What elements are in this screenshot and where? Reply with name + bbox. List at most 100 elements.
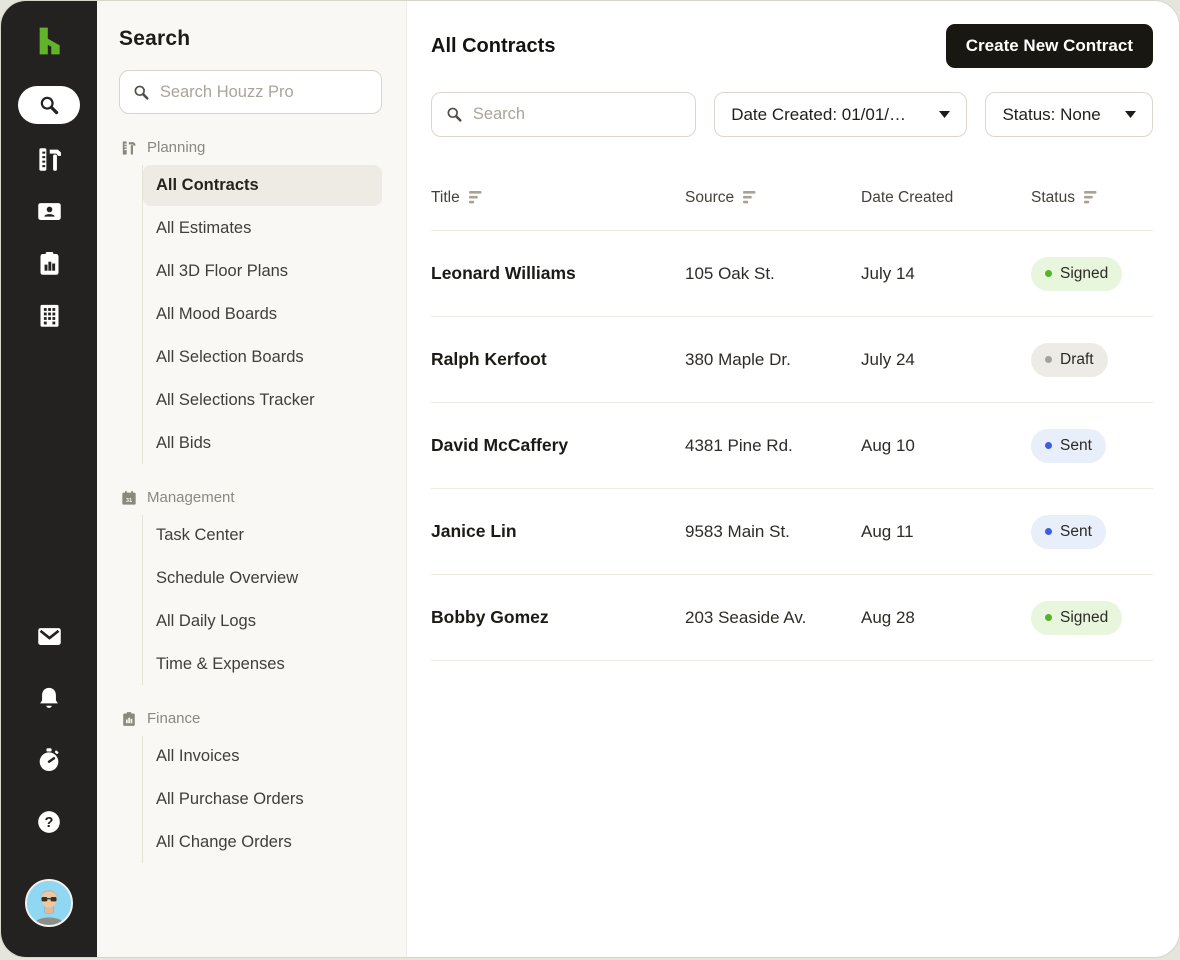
sidebar-search-box[interactable] <box>119 70 382 114</box>
app-window: ? Search <box>0 0 1180 958</box>
sidebar-item-all-3d-floor-plans[interactable]: All 3D Floor Plans <box>143 251 382 292</box>
sidebar-item-all-mood-boards[interactable]: All Mood Boards <box>143 294 382 335</box>
contract-date-created: July 14 <box>861 264 1031 284</box>
contract-source: 9583 Main St. <box>685 522 861 542</box>
column-label: Source <box>685 189 734 207</box>
contract-title: Leonard Williams <box>431 263 685 284</box>
sidebar-item-all-selections-tracker[interactable]: All Selections Tracker <box>143 380 382 421</box>
houzz-logo-glyph <box>33 25 65 57</box>
status-dot <box>1045 528 1052 535</box>
sidebar-item-all-selection-boards[interactable]: All Selection Boards <box>143 337 382 378</box>
rail-planning-button[interactable] <box>1 133 97 185</box>
help-icon: ? <box>36 809 62 835</box>
sidebar-item-all-invoices[interactable]: All Invoices <box>143 736 382 777</box>
contract-source: 105 Oak St. <box>685 264 861 284</box>
sidebar-search-input[interactable] <box>160 83 368 102</box>
section-items-management: Task CenterSchedule OverviewAll Daily Lo… <box>142 515 382 685</box>
status-badge: Sent <box>1031 515 1106 549</box>
contract-date-created: Aug 10 <box>861 436 1031 456</box>
column-header-title[interactable]: Title <box>431 189 685 207</box>
sidebar-item-schedule-overview[interactable]: Schedule Overview <box>143 558 382 599</box>
sidebar-item-all-daily-logs[interactable]: All Daily Logs <box>143 601 382 642</box>
svg-text:?: ? <box>45 815 54 831</box>
rail-company-button[interactable] <box>1 289 97 341</box>
sidebar-section-management: 31 Management Task CenterSchedule Overvi… <box>119 489 382 685</box>
section-header-planning: Planning <box>119 139 382 156</box>
rail-contacts-button[interactable] <box>1 185 97 237</box>
rail-help-button[interactable]: ? <box>1 791 97 853</box>
contract-row[interactable]: Leonard Williams105 Oak St.July 14Signed <box>431 231 1153 317</box>
contracts-search-box[interactable] <box>431 92 696 137</box>
status-badge: Draft <box>1031 343 1108 377</box>
mail-icon <box>36 623 63 650</box>
contracts-table-header: Title Source Date Created Status <box>431 165 1153 231</box>
calendar-icon: 31 <box>121 490 137 506</box>
sidebar-item-all-estimates[interactable]: All Estimates <box>143 208 382 249</box>
houzz-logo-icon[interactable] <box>32 24 66 58</box>
status-dot <box>1045 270 1052 277</box>
sidebar-item-all-change-orders[interactable]: All Change Orders <box>143 822 382 863</box>
contacts-icon <box>36 198 63 225</box>
chevron-down-icon <box>939 111 950 118</box>
contracts-table-body: Leonard Williams105 Oak St.July 14Signed… <box>431 231 1153 661</box>
rail-notifications-button[interactable] <box>1 667 97 729</box>
rail-messages-button[interactable] <box>1 605 97 667</box>
sidebar-item-time-expenses[interactable]: Time & Expenses <box>143 644 382 685</box>
avatar-photo <box>27 881 71 925</box>
contract-status-cell: Draft <box>1031 343 1153 377</box>
status-label: Draft <box>1060 351 1094 369</box>
column-header-date-created: Date Created <box>861 189 1031 207</box>
section-items-planning: All ContractsAll EstimatesAll 3D Floor P… <box>142 165 382 464</box>
page-title: All Contracts <box>431 35 555 58</box>
sidebar-item-task-center[interactable]: Task Center <box>143 515 382 556</box>
column-header-source[interactable]: Source <box>685 189 861 207</box>
search-icon <box>39 95 60 116</box>
timer-icon <box>36 747 62 773</box>
sidebar-title: Search <box>119 27 382 51</box>
planning-tools-icon <box>36 146 63 173</box>
status-filter[interactable]: Status: None <box>985 92 1153 137</box>
status-badge: Sent <box>1031 429 1106 463</box>
column-header-status[interactable]: Status <box>1031 189 1153 207</box>
filter-row: Date Created: 01/01/… Status: None <box>431 92 1153 137</box>
section-label: Planning <box>147 139 205 156</box>
sidebar-item-all-bids[interactable]: All Bids <box>143 423 382 464</box>
svg-text:31: 31 <box>126 498 132 504</box>
search-icon <box>446 105 463 124</box>
contract-title: David McCaffery <box>431 435 685 456</box>
user-avatar[interactable] <box>25 879 73 927</box>
contract-status-cell: Sent <box>1031 515 1153 549</box>
contract-date-created: Aug 28 <box>861 608 1031 628</box>
contract-row[interactable]: Bobby Gomez203 Seaside Av.Aug 28Signed <box>431 575 1153 661</box>
contract-date-created: July 24 <box>861 350 1031 370</box>
contract-row[interactable]: David McCaffery4381 Pine Rd.Aug 10 Sent <box>431 403 1153 489</box>
sidebar-item-all-purchase-orders[interactable]: All Purchase Orders <box>143 779 382 820</box>
rail-timer-button[interactable] <box>1 729 97 791</box>
sidebar-section-finance: Finance All InvoicesAll Purchase OrdersA… <box>119 710 382 863</box>
contract-row[interactable]: Janice Lin9583 Main St.Aug 11Sent <box>431 489 1153 575</box>
planning-tools-icon <box>121 140 137 156</box>
main-panel: All Contracts Create New Contract Date C… <box>407 1 1179 957</box>
contract-row[interactable]: Ralph Kerfoot380 Maple Dr.July 24Draft <box>431 317 1153 403</box>
status-filter-label: Status: None <box>1002 105 1100 125</box>
contracts-search-input[interactable] <box>473 105 681 124</box>
status-label: Sent <box>1060 437 1092 455</box>
notifications-bell-icon <box>36 685 62 711</box>
section-header-management: 31 Management <box>119 489 382 506</box>
section-items-finance: All InvoicesAll Purchase OrdersAll Chang… <box>142 736 382 863</box>
rail-reports-button[interactable] <box>1 237 97 289</box>
status-badge: Signed <box>1031 257 1122 291</box>
rail-search-button[interactable] <box>18 86 80 124</box>
contract-status-cell: Signed <box>1031 601 1153 635</box>
left-icon-rail: ? <box>1 1 97 957</box>
date-created-filter[interactable]: Date Created: 01/01/… <box>714 92 967 137</box>
contract-source: 203 Seaside Av. <box>685 608 861 628</box>
status-dot <box>1045 442 1052 449</box>
chevron-down-icon <box>1125 111 1136 118</box>
create-new-contract-button[interactable]: Create New Contract <box>946 24 1153 68</box>
sort-icon <box>1084 191 1098 204</box>
sidebar-item-all-contracts[interactable]: All Contracts <box>143 165 382 206</box>
contract-source: 4381 Pine Rd. <box>685 436 861 456</box>
status-label: Sent <box>1060 523 1092 541</box>
sort-icon <box>743 191 757 204</box>
